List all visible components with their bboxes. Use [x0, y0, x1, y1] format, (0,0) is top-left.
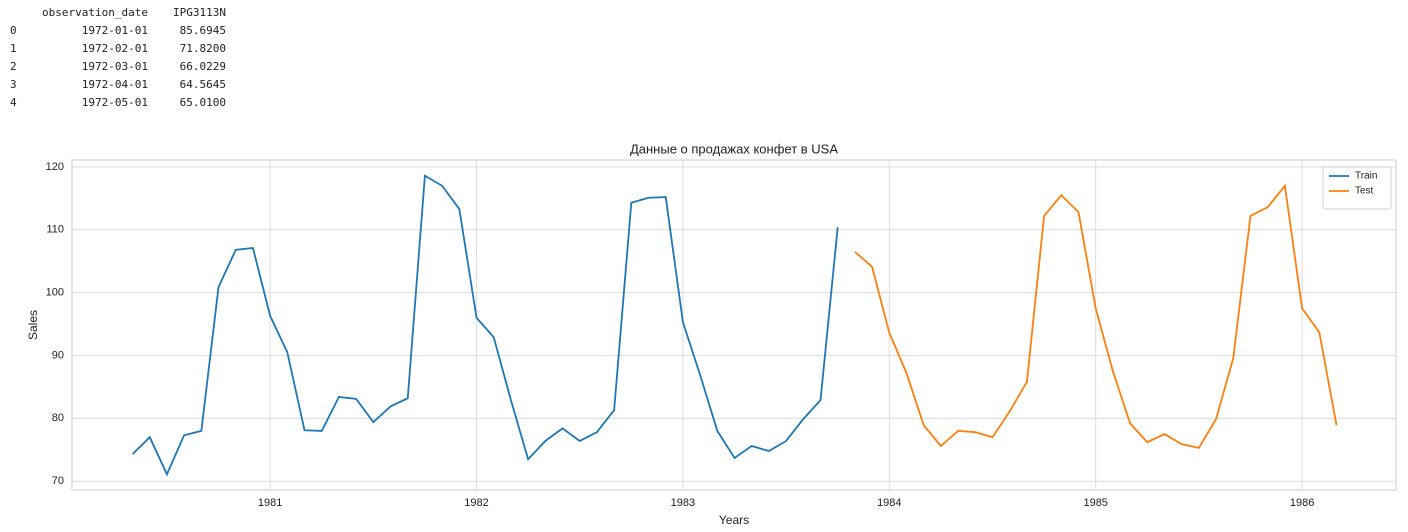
cell: 1972-05-01	[81, 96, 148, 109]
row-index: 0	[10, 24, 17, 37]
cell: 1972-02-01	[81, 42, 148, 55]
series-line	[854, 183, 1338, 449]
x-tick-label: 1983	[671, 497, 695, 509]
x-tick-label: 1986	[1290, 497, 1314, 509]
table-row: 4 1972-05-01 65.0100	[0, 96, 240, 114]
table-row: 0 1972-01-01 85.6945	[0, 24, 240, 42]
series-line	[131, 174, 839, 477]
cell: 64.5645	[179, 78, 226, 91]
x-tick-label: 1984	[877, 497, 901, 509]
cell: 85.6945	[179, 24, 226, 37]
y-axis-label: Sales	[26, 310, 40, 340]
cell: 1972-04-01	[81, 78, 148, 91]
y-tick-label: 120	[46, 161, 64, 173]
cell: 66.0229	[179, 60, 226, 73]
dataframe: observation_date IPG3113N 0 1972-01-01 85.69…	[0, 6, 240, 114]
table-header: observation_date IPG3113N	[0, 6, 240, 24]
cell: 71.8200	[179, 42, 226, 55]
table-row: 1 1972-02-01 71.8200	[0, 42, 240, 60]
y-tick-label: 80	[52, 412, 64, 424]
y-tick-label: 110	[46, 224, 64, 236]
table-row: 3 1972-04-01 64.5645	[0, 78, 240, 96]
row-index: 4	[10, 96, 17, 109]
x-tick-label: 1981	[258, 497, 282, 509]
row-index: 2	[10, 60, 17, 73]
legend-label: Train	[1355, 171, 1377, 182]
y-tick-label: 90	[52, 349, 64, 361]
column-header: observation_date	[42, 6, 148, 19]
legend-box	[1322, 166, 1392, 210]
y-tick-label: 70	[52, 475, 64, 487]
legend-label: Test	[1355, 186, 1374, 197]
row-index: 3	[10, 78, 17, 91]
chart-title: Данные о продажах конфет в USA	[630, 141, 838, 156]
plot-frame	[71, 159, 1397, 491]
x-axis-label: Years	[719, 513, 749, 527]
x-tick-label: 1982	[464, 497, 488, 509]
row-index: 1	[10, 42, 17, 55]
table-row: 2 1972-03-01 66.0229	[0, 60, 240, 78]
x-tick-label: 1985	[1083, 497, 1107, 509]
cell: 1972-03-01	[81, 60, 148, 73]
cell: 65.0100	[179, 96, 226, 109]
column-header: IPG3113N	[173, 6, 226, 19]
y-tick-label: 100	[46, 287, 64, 299]
cell: 1972-01-01	[81, 24, 148, 37]
